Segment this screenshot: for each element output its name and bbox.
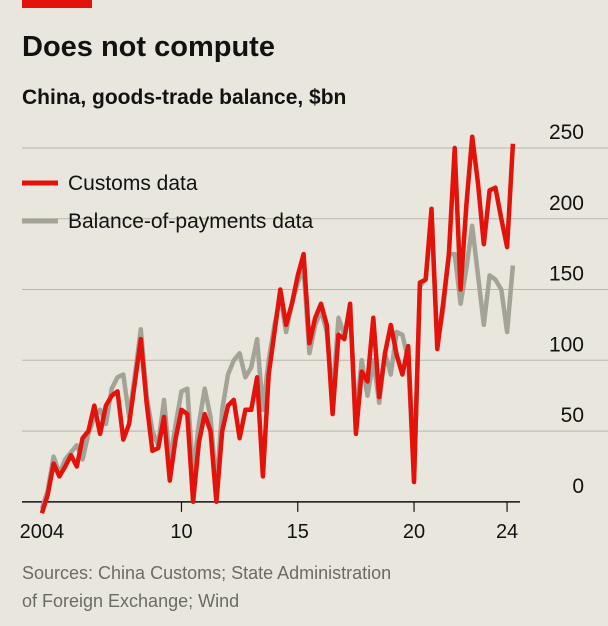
series-line (39, 216, 516, 510)
x-tick-label: 2004 (20, 521, 65, 543)
y-tick-label: 250 (549, 121, 584, 144)
series-line (39, 134, 516, 514)
legend-label: Customs data (68, 172, 198, 195)
y-tick-label: 50 (561, 404, 584, 427)
y-tick-label: 0 (572, 475, 584, 498)
source: Sources: China Customs; State Administra… (22, 563, 391, 583)
y-tick-label: 100 (549, 333, 584, 356)
y-tick-label: 150 (549, 263, 584, 286)
brand-bar (22, 0, 92, 8)
x-tick-label: 24 (496, 521, 518, 543)
x-tick-label: 15 (287, 521, 309, 543)
chart-subtitle: China, goods-trade balance, $bn (22, 86, 346, 109)
y-tick-label: 200 (549, 192, 584, 215)
x-tick-label: 10 (170, 521, 192, 543)
legend-label: Balance-of-payments data (68, 210, 313, 233)
source: of Foreign Exchange; Wind (22, 591, 239, 611)
chart-title: Does not compute (22, 31, 275, 63)
x-tick-label: 20 (403, 521, 425, 543)
